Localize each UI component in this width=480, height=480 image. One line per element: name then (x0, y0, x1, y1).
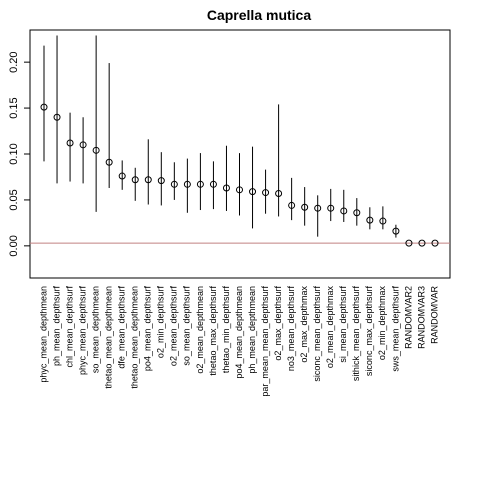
x-tick-label: ph_mean_depthmean (247, 286, 257, 374)
data-point (262, 189, 270, 197)
data-point (92, 146, 100, 154)
x-tick-label: o2_min_depthsurf (156, 286, 166, 359)
data-point (353, 209, 361, 217)
x-tick-label: chl_mean_depthsurf (64, 286, 74, 368)
data-point (301, 203, 309, 211)
x-tick-label: po4_mean_depthmean (234, 286, 244, 379)
data-point (431, 239, 439, 247)
x-tick-label: no3_mean_depthsurf (286, 286, 296, 372)
data-point (66, 139, 74, 147)
x-tick-label: si_mean_depthsurf (338, 286, 348, 363)
x-tick-label: ph_mean_depthsurf (51, 286, 61, 367)
data-point (131, 176, 139, 184)
x-tick-label: thetao_min_depthsurf (221, 286, 231, 374)
x-tick-label: thetao_mean_depthmean (104, 286, 114, 389)
x-tick-label: siconc_mean_depthsurf (312, 286, 322, 382)
x-tick-label: o2_min_depthmax (377, 286, 387, 361)
x-tick-label: phyc_mean_depthmean (38, 286, 48, 383)
x-tick-label: thetao_mean_depthmean (130, 286, 140, 389)
x-tick-label: phyc_mean_depthsurf (77, 286, 87, 376)
data-point (105, 158, 113, 166)
x-tick-label: o2_max_depthsurf (273, 286, 283, 361)
x-tick-label: thetao_max_depthsurf (208, 286, 218, 376)
x-tick-label: RANDOMVAR2 (403, 286, 413, 349)
x-tick-label: siconc_max_depthsurf (364, 286, 374, 377)
data-point (144, 176, 152, 184)
x-tick-label: po4_mean_depthsurf (143, 286, 153, 372)
data-points (40, 103, 439, 247)
x-tick-label: par_mean_mean_depthsurf (260, 286, 270, 397)
data-point (379, 217, 387, 225)
data-point (340, 207, 348, 215)
x-tick-label: o2_mean_depthmean (195, 286, 205, 374)
data-point (288, 201, 296, 209)
data-point (327, 204, 335, 212)
x-axis: phyc_mean_depthmean ph_mean_depthsurf chl_… (38, 286, 439, 397)
data-point (222, 184, 230, 192)
y-axis: 0.00 0.05 0.10 0.15 0.20 (8, 51, 30, 257)
data-point (157, 177, 165, 185)
x-tick-label: sithick_mean_depthsurf (351, 286, 361, 382)
data-point (236, 186, 243, 194)
x-tick-label: o2_max_depthmax (299, 286, 309, 363)
data-point (314, 204, 322, 212)
data-point (249, 188, 257, 196)
y-tick-label: 0.00 (8, 235, 20, 256)
x-tick-label: sws_mean_depthsurf (390, 286, 400, 372)
y-tick-label: 0.20 (8, 51, 20, 72)
data-point (366, 216, 374, 224)
x-tick-label: RANDOMVAR3 (416, 286, 426, 349)
error-bars (43, 35, 397, 238)
data-point (405, 239, 413, 247)
data-point (392, 227, 400, 235)
chart-title: Caprella mutica (207, 7, 311, 23)
x-tick-label: so_mean_depthmean (91, 286, 101, 373)
y-tick-label: 0.05 (8, 189, 20, 210)
y-tick-label: 0.10 (8, 143, 20, 164)
x-tick-label: RANDOMVAR (429, 286, 439, 344)
data-point (196, 180, 204, 188)
data-point (209, 180, 217, 188)
x-tick-label: so_mean_depthsurf (182, 286, 192, 366)
data-point (183, 180, 191, 188)
data-point (40, 103, 48, 111)
x-tick-label: o2_mean_depthmax (325, 286, 335, 369)
data-point (170, 180, 178, 188)
data-point (118, 172, 126, 180)
data-point (53, 113, 61, 121)
y-tick-label: 0.15 (8, 97, 20, 118)
data-point (418, 239, 426, 247)
data-point (275, 189, 283, 197)
data-point (79, 141, 87, 149)
x-tick-label: o2_mean_depthsurf (169, 286, 179, 367)
x-tick-label: dfe_mean_depthsurf (117, 286, 127, 369)
